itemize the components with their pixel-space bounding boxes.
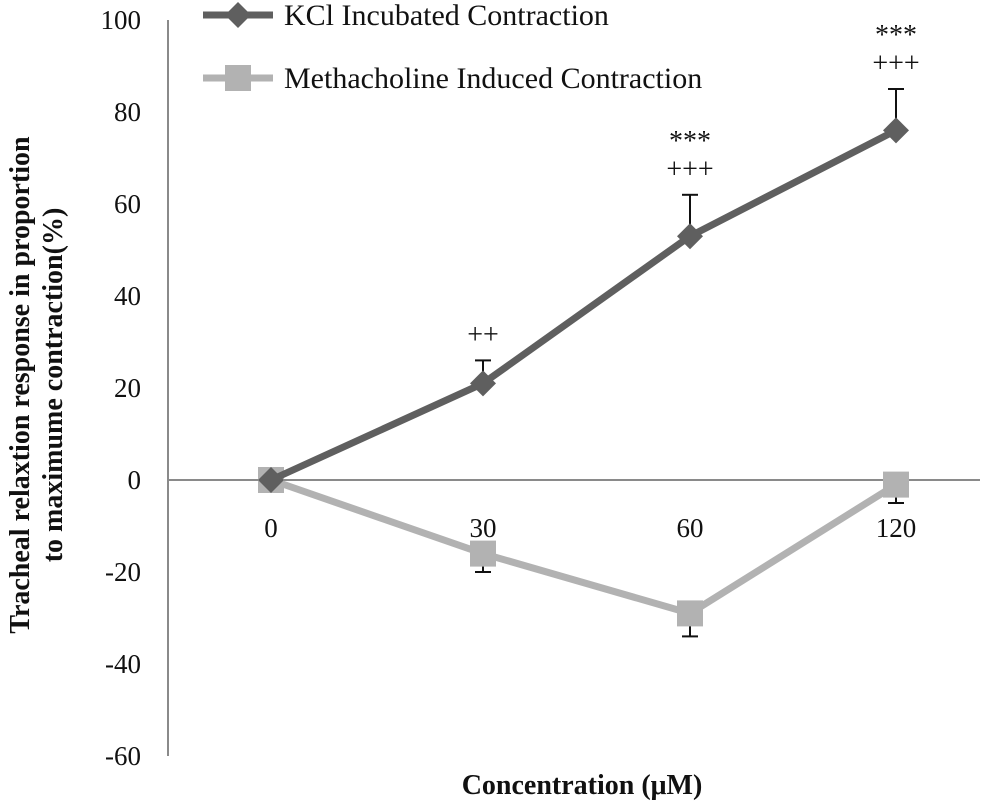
series-layer: +++++***+++***	[258, 20, 920, 638]
y-tick-label: 40	[114, 281, 141, 311]
x-tick-label: 0	[264, 513, 278, 543]
y-tick-labels: 100 80 60 40 20 0 -20 -40 -60	[101, 5, 142, 771]
x-tick-label: 120	[876, 513, 917, 543]
y-tick-label: 0	[128, 465, 142, 495]
legend-swatch-marker	[225, 65, 251, 91]
legend-item: KCl Incubated Contraction	[203, 0, 609, 32]
data-point	[470, 540, 496, 567]
series-methacholine-induced	[258, 467, 909, 638]
x-tick-label: 30	[470, 513, 497, 543]
significance-label: ***	[669, 126, 711, 157]
legend-swatch-marker	[225, 2, 251, 28]
series-kcl-incubated: +++++***+++***	[258, 20, 920, 493]
significance-label: ***	[875, 20, 917, 51]
y-tick-label: -20	[105, 557, 141, 587]
y-tick-label: 100	[101, 5, 142, 35]
significance-label: +++	[666, 154, 713, 185]
data-point	[677, 223, 703, 250]
axes	[167, 20, 980, 756]
data-point	[883, 117, 909, 144]
y-tick-label: 80	[114, 97, 141, 127]
data-point	[677, 600, 703, 627]
series-line	[269, 127, 898, 484]
x-tick-label: 60	[677, 513, 704, 543]
x-tick-labels: 0 30 60 120	[264, 513, 916, 543]
y-axis-title: Tracheal relaxtion response in proportio…	[5, 136, 69, 634]
y-tick-label: -60	[105, 741, 141, 771]
legend-label: Methacholine Induced Contraction	[284, 62, 702, 95]
data-point	[883, 471, 909, 498]
x-axis-title: Concentration (μM)	[462, 770, 703, 801]
legend: KCl Incubated Contraction Methacholine In…	[203, 0, 702, 95]
y-tick-label: 20	[114, 373, 141, 403]
y-tick-label: 60	[114, 189, 141, 219]
legend-label: KCl Incubated Contraction	[284, 0, 609, 32]
legend-item: Methacholine Induced Contraction	[203, 62, 702, 95]
significance-label: ++	[467, 319, 499, 350]
y-axis-title-line-1: Tracheal relaxtion response in proportio…	[5, 136, 36, 634]
y-axis-title-line-2: to maximume contraction(%)	[38, 208, 69, 563]
significance-label: +++	[872, 48, 919, 79]
series-line	[269, 476, 898, 617]
data-point	[258, 467, 284, 493]
y-tick-label: -40	[105, 649, 141, 679]
data-point	[470, 370, 496, 397]
